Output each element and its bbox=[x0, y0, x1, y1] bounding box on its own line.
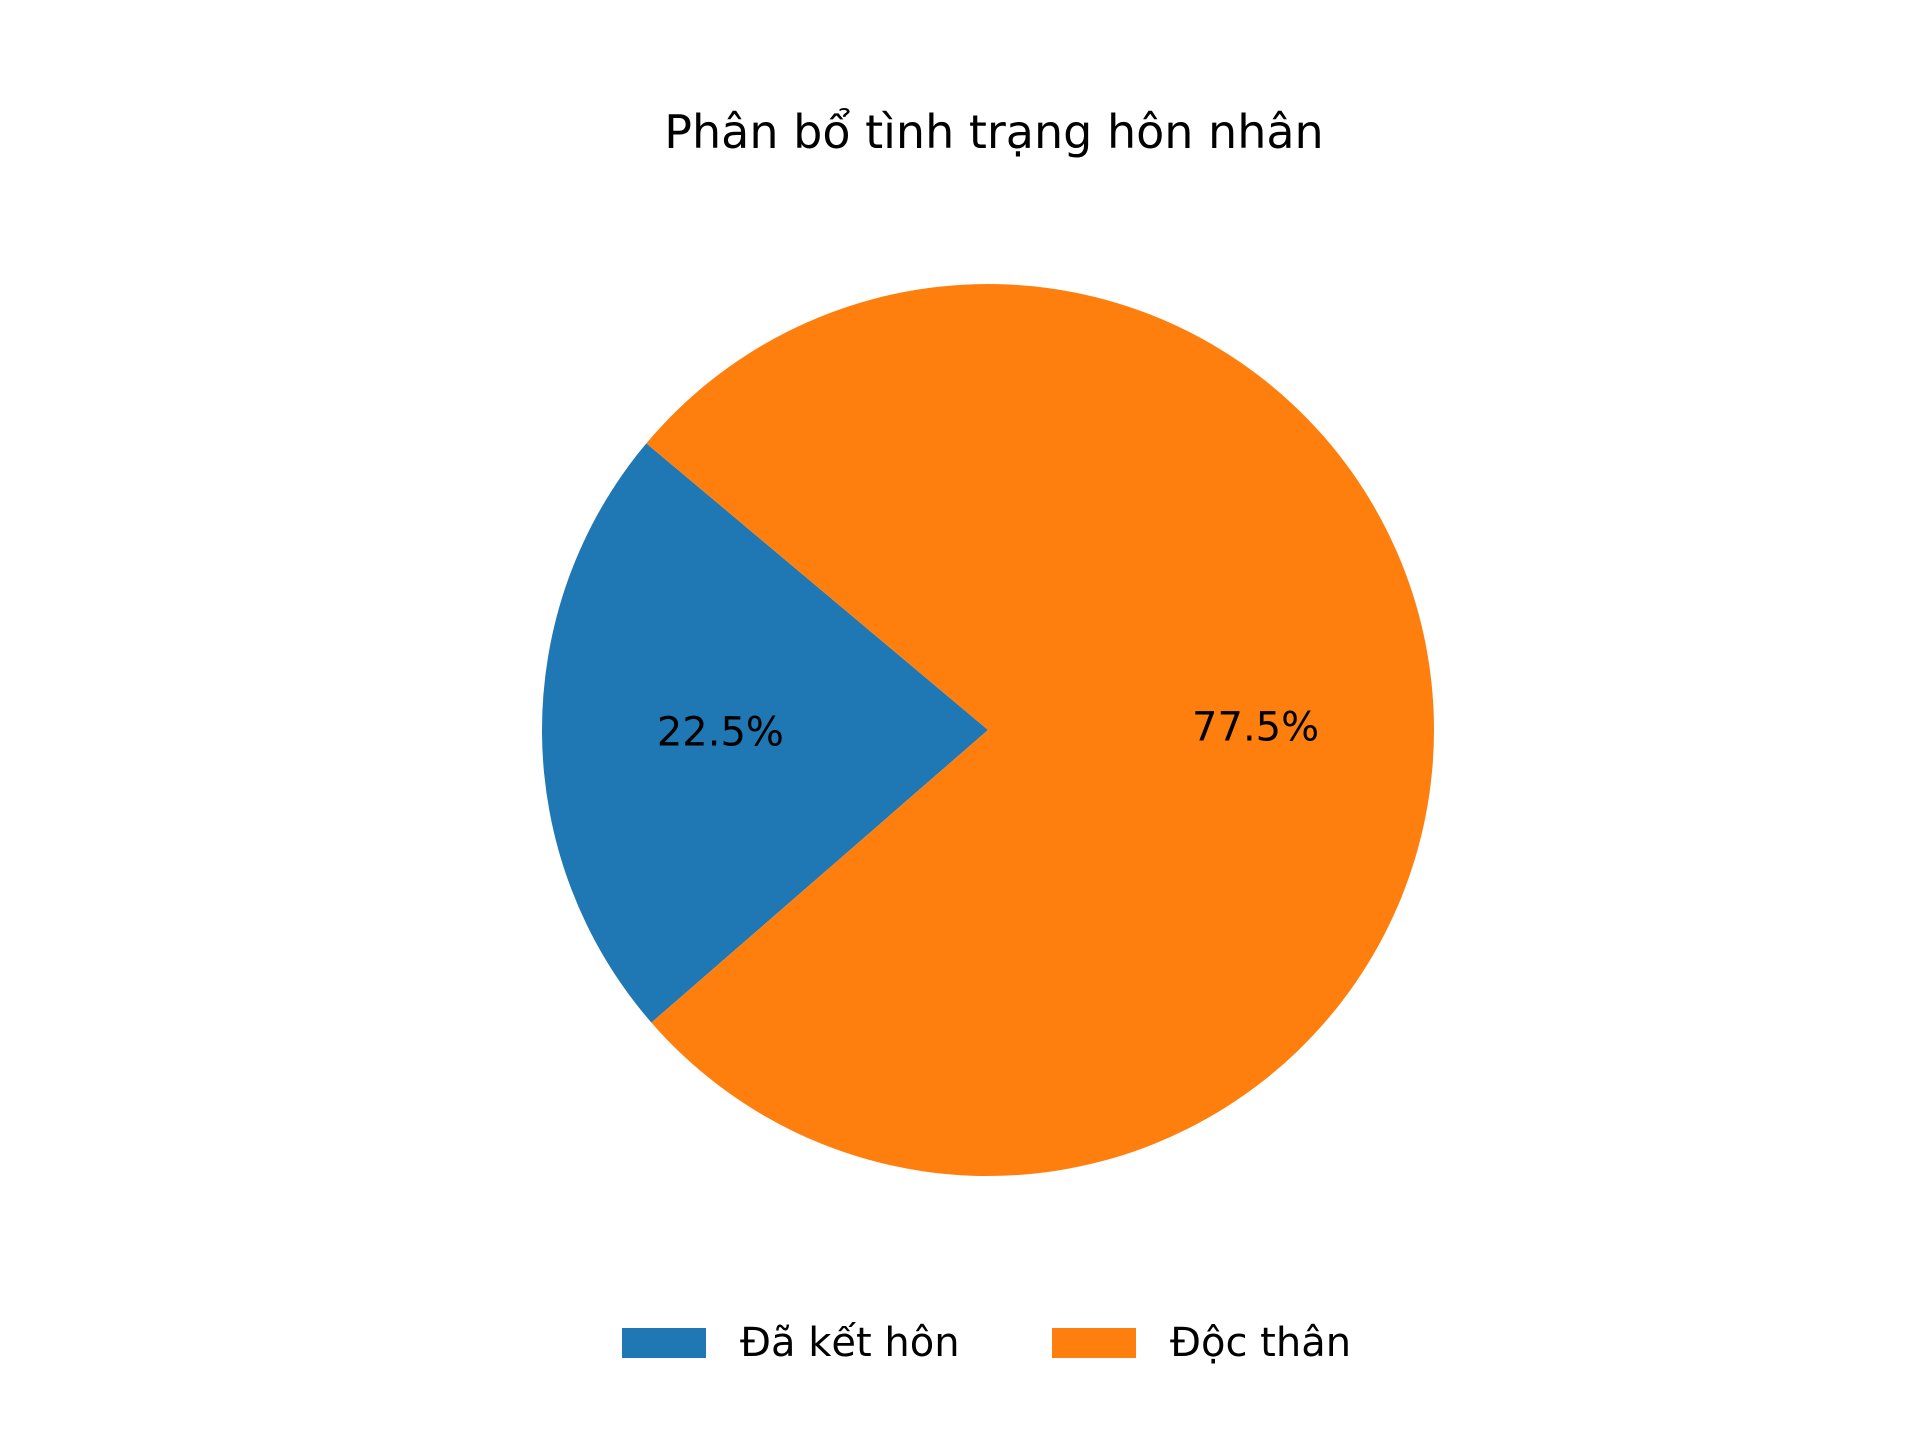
pie-slice-labels: 22.5% 77.5% bbox=[657, 705, 1319, 756]
legend: Đã kết hôn Độc thân bbox=[622, 1320, 1351, 1366]
legend-label-da-ket-hon: Đã kết hôn bbox=[740, 1320, 960, 1366]
legend-swatch-da-ket-hon bbox=[622, 1328, 706, 1358]
pie-slice-label-doc-than: 77.5% bbox=[1192, 705, 1319, 751]
legend-swatch-doc-than bbox=[1052, 1328, 1136, 1358]
chart-title: Phân bổ tình trạng hôn nhân bbox=[664, 105, 1323, 159]
pie-slice-da-ket-hon bbox=[542, 443, 988, 1023]
pie-slice-doc-than bbox=[646, 283, 1434, 1176]
legend-label-doc-than: Độc thân bbox=[1170, 1320, 1351, 1366]
pie-slices bbox=[542, 283, 1434, 1176]
pie-slice-label-da-ket-hon: 22.5% bbox=[657, 709, 784, 755]
